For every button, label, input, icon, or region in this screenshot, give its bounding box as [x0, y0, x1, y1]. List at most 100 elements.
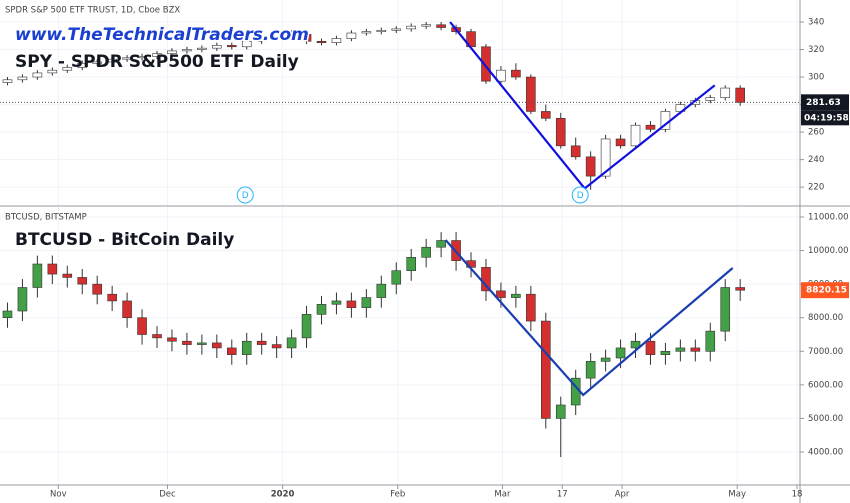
candle-body — [391, 270, 402, 285]
btc-pane: 4000.005000.006000.007000.008000.009000.… — [0, 207, 849, 485]
y-tick-label: 240 — [808, 155, 824, 165]
candle-body — [2, 79, 13, 83]
x-tick-label: 17 — [557, 490, 568, 500]
y-tick-label: 300 — [808, 73, 824, 83]
candle-body — [286, 337, 297, 349]
candle-body — [32, 263, 43, 288]
candle-body — [406, 25, 417, 30]
y-tick-label: 320 — [808, 45, 824, 55]
candle-body — [496, 290, 506, 298]
candle-body — [2, 310, 13, 319]
candle-body — [77, 62, 88, 68]
y-tick-label: 340 — [808, 18, 824, 28]
candle-body — [92, 61, 102, 64]
candle-body — [241, 340, 252, 355]
candle-body — [720, 287, 731, 332]
last-price-label: 281.63 — [806, 98, 841, 108]
event-label: D — [242, 191, 249, 201]
candle-body — [735, 287, 745, 291]
countdown-label: 04:19:58 — [804, 113, 849, 123]
watermark: www.TheTechnicalTraders.com — [15, 25, 309, 45]
candle-body — [421, 24, 431, 27]
candle-body — [107, 293, 117, 302]
candle-body — [630, 340, 641, 349]
candle-body — [47, 263, 58, 275]
pane-title: SPY - SPDR S&P500 ETF Daily — [15, 52, 299, 72]
y-tick-label: 4000.00 — [808, 447, 843, 457]
candle-body — [256, 340, 267, 345]
candle-body — [630, 124, 641, 147]
candle-body — [421, 246, 431, 258]
candle-body — [675, 347, 686, 352]
candle-body — [645, 340, 656, 355]
x-tick-label: Feb — [390, 490, 405, 500]
candle-body — [92, 283, 102, 295]
candle-body — [496, 69, 506, 82]
candle-body — [481, 267, 491, 292]
candle-body — [137, 56, 147, 59]
y-tick-label: 8000.00 — [808, 313, 843, 323]
candle-body — [391, 28, 402, 31]
candle-body — [361, 297, 372, 308]
candle-body — [436, 24, 446, 28]
x-tick-label: Apr — [615, 490, 630, 500]
candle-body — [301, 34, 312, 42]
candle-body — [511, 293, 521, 298]
candle-body — [705, 330, 716, 352]
candle-body — [152, 334, 162, 339]
y-tick-label: 6000.00 — [808, 380, 843, 390]
y-tick-label: 7000.00 — [808, 347, 843, 357]
candle-body — [197, 47, 207, 50]
candle-body — [526, 293, 536, 322]
candle-body — [645, 124, 656, 130]
candle-body — [361, 31, 372, 34]
candle-body — [62, 67, 73, 71]
y-tick-label: 220 — [808, 183, 824, 193]
candle-body — [585, 156, 596, 177]
candle-body — [77, 277, 88, 285]
candle-body — [600, 357, 611, 362]
spy-pane: 220240260280300320340DD — [0, 0, 824, 205]
event-marker — [236, 186, 254, 204]
x-tick-label: Nov — [50, 490, 67, 500]
candle-body — [286, 32, 297, 35]
candle-body — [526, 76, 536, 112]
last-price-box — [801, 94, 849, 111]
candle-body — [570, 145, 581, 158]
x-tick-label: May — [728, 490, 746, 500]
candle-body — [376, 283, 387, 298]
pane-title: BTCUSD - BitCoin Daily — [15, 230, 234, 250]
candle-body — [241, 40, 252, 48]
candle-body — [212, 45, 222, 49]
candle-body — [197, 342, 207, 345]
candle-body — [690, 347, 701, 352]
y-tick-label: 10000.00 — [808, 246, 849, 256]
candle-body — [167, 50, 177, 54]
candle-body — [182, 340, 192, 345]
x-tick-label: Dec — [159, 490, 176, 500]
candle-body — [152, 53, 162, 57]
candle-body — [376, 29, 387, 32]
candle-body — [705, 97, 716, 101]
candle-body — [107, 58, 117, 63]
candle-body — [47, 69, 58, 74]
candle-body — [346, 300, 357, 308]
candle-body — [331, 38, 342, 43]
pane-header: SPDR S&P 500 ETF TRUST, 1D, Cboe BZX — [5, 6, 180, 16]
candle-body — [271, 32, 282, 38]
candle-body — [541, 320, 551, 419]
candle-body — [585, 361, 596, 379]
candle-body — [122, 300, 132, 319]
last-price-box — [801, 282, 849, 299]
candle-body — [331, 300, 342, 305]
candle-body — [316, 303, 327, 315]
x-tick-label: Mar — [494, 490, 511, 500]
x-tick-label: 18 — [792, 490, 803, 500]
y-tick-label: 11000.00 — [808, 213, 849, 223]
candle-body — [615, 138, 626, 147]
candle-body — [481, 46, 491, 82]
candle-body — [555, 118, 566, 147]
overlay: 281.63 04:19:58 SPDR S&P 500 ETF TRUST, 1D… — [5, 6, 849, 500]
candle-body — [137, 317, 147, 335]
candle-body — [555, 404, 566, 419]
